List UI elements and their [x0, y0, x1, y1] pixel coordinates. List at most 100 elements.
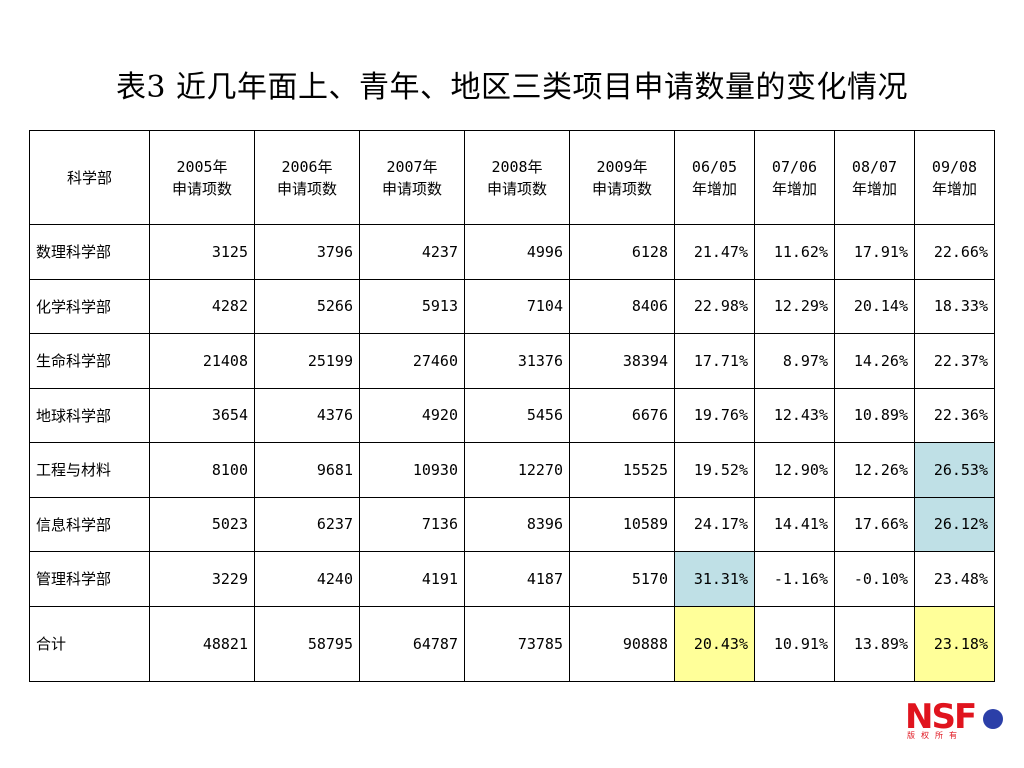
- value-cell: 4376: [254, 387, 360, 443]
- header-cell: 2005年申请项数: [149, 130, 255, 225]
- header-line: 2005年: [176, 157, 228, 176]
- header-cell: 08/07 年增加: [834, 130, 915, 225]
- value-cell: 8100: [149, 442, 255, 498]
- value-cell: 17.71%: [674, 333, 755, 389]
- header-line: 年增加: [691, 179, 737, 198]
- header-line: 申请项数: [276, 179, 337, 198]
- value-cell: 5266: [254, 278, 360, 334]
- value-cell: 31376: [464, 333, 570, 389]
- table-title: 表3 近几年面上、青年、地区三类项目申请数量的变化情况: [115, 70, 909, 105]
- department-cell: 化学科学部: [29, 278, 150, 334]
- value-cell: -1.16%: [754, 551, 835, 607]
- value-cell: 7136: [359, 496, 465, 552]
- department-cell: 地球科学部: [29, 387, 150, 443]
- value-cell: 8406: [569, 278, 675, 334]
- value-cell: 10.91%: [754, 605, 835, 682]
- value-cell: 15525: [569, 442, 675, 498]
- value-cell: 21408: [149, 333, 255, 389]
- value-cell: 5456: [464, 387, 570, 443]
- value-cell: 18.33%: [914, 278, 995, 334]
- value-cell: 5170: [569, 551, 675, 607]
- value-cell: 6128: [569, 224, 675, 280]
- table-row: 化学科学部 4282 5266 5913 7104 8406 22.98% 12.29% 20.…: [29, 278, 995, 334]
- value-cell: 6237: [254, 496, 360, 552]
- header-line: 年增加: [851, 179, 897, 198]
- value-cell: 4191: [359, 551, 465, 607]
- header-line: 申请项数: [381, 179, 442, 198]
- value-cell: 4282: [149, 278, 255, 334]
- table-row: 工程与材料 8100 9681 10930 12270 15525 19.52% 12.90%…: [29, 442, 995, 498]
- value-cell: 22.66%: [914, 224, 995, 280]
- department-cell: 管理科学部: [29, 551, 150, 607]
- value-cell: 14.41%: [754, 496, 835, 552]
- table-row: 信息科学部 5023 6237 7136 8396 10589 24.17% 14.41% 17…: [29, 496, 995, 552]
- value-cell: 8.97%: [754, 333, 835, 389]
- value-cell: 3229: [149, 551, 255, 607]
- value-cell: 26.12%: [914, 496, 995, 552]
- logo-subtitle: 版权所有: [907, 731, 963, 740]
- table-row: 数理科学部 3125 3796 4237 4996 6128 21.47% 11.62% 17.…: [29, 224, 995, 280]
- value-cell: 90888: [569, 605, 675, 682]
- value-cell: 12.26%: [834, 442, 915, 498]
- logo-text: NSF: [905, 697, 977, 737]
- value-cell: 4996: [464, 224, 570, 280]
- value-cell: 20.43%: [674, 605, 755, 682]
- table-row: 生命科学部 21408 25199 27460 31376 38394 17.71% 8.97…: [29, 333, 995, 389]
- value-cell: 24.17%: [674, 496, 755, 552]
- value-cell: -0.10%: [834, 551, 915, 607]
- header-line: 06/05: [691, 157, 738, 176]
- value-cell: 73785: [464, 605, 570, 682]
- value-cell: 6676: [569, 387, 675, 443]
- header-line: 09/08: [931, 157, 978, 176]
- value-cell: 38394: [569, 333, 675, 389]
- department-cell: 信息科学部: [29, 496, 150, 552]
- value-cell: 3654: [149, 387, 255, 443]
- header-cell: 06/05 年增加: [674, 130, 755, 225]
- header-line: 2008年: [491, 157, 543, 176]
- value-cell: 4240: [254, 551, 360, 607]
- table-row: 地球科学部 3654 4376 4920 5456 6676 19.76% 12.43% 10.…: [29, 387, 995, 443]
- header-line: 年增加: [771, 179, 817, 198]
- value-cell: 4187: [464, 551, 570, 607]
- value-cell: 4237: [359, 224, 465, 280]
- value-cell: 5913: [359, 278, 465, 334]
- application-table: 科学部 2005年 申请项数 2006年 申请项数 2007年 申请项数 2008年 申请项数 2…: [29, 130, 995, 682]
- department-cell: 数理科学部: [29, 224, 150, 280]
- value-cell: 13.89%: [834, 605, 915, 682]
- header-line: 科学部: [66, 168, 112, 187]
- value-cell: 26.53%: [914, 442, 995, 498]
- value-cell: 9681: [254, 442, 360, 498]
- value-cell: 12.90%: [754, 442, 835, 498]
- value-cell: 10589: [569, 496, 675, 552]
- value-cell: 8396: [464, 496, 570, 552]
- header-line: 年增加: [931, 179, 977, 198]
- table-row: 管理科学部 3229 4240 4191 4187 5170 31.31% -1.16% -0.…: [29, 551, 995, 607]
- value-cell: 48821: [149, 605, 255, 682]
- department-cell: 工程与材料: [29, 442, 150, 498]
- value-cell: 12.43%: [754, 387, 835, 443]
- header-cell: 09/08 年增加: [914, 130, 995, 225]
- value-cell: 17.66%: [834, 496, 915, 552]
- value-cell: 20.14%: [834, 278, 915, 334]
- header-line: 08/07: [851, 157, 898, 176]
- header-line: 申请项数: [171, 179, 232, 198]
- header-cell: 2008年 申请项数: [464, 130, 570, 225]
- value-cell: 25199: [254, 333, 360, 389]
- department-cell: 生命科学部: [29, 333, 150, 389]
- header-line: 申请项数: [591, 179, 652, 198]
- value-cell: 22.37%: [914, 333, 995, 389]
- value-cell: 3796: [254, 224, 360, 280]
- value-cell: 21.47%: [674, 224, 755, 280]
- value-cell: 7104: [464, 278, 570, 334]
- header-cell: 2006年 申请项数: [254, 130, 360, 225]
- department-cell: 合计: [29, 605, 150, 682]
- header-row: 科学部 2005年 申请项数 2006年 申请项数 2007年 申请项数 2008年 申请项数 2…: [29, 130, 995, 225]
- header-line: 07/06: [771, 157, 818, 176]
- header-line: 2009年: [596, 157, 648, 176]
- value-cell: 3125: [149, 224, 255, 280]
- value-cell: 14.26%: [834, 333, 915, 389]
- value-cell: 11.62%: [754, 224, 835, 280]
- value-cell: 27460: [359, 333, 465, 389]
- header-cell: 2009年申请项数: [569, 130, 675, 225]
- value-cell: 4920: [359, 387, 465, 443]
